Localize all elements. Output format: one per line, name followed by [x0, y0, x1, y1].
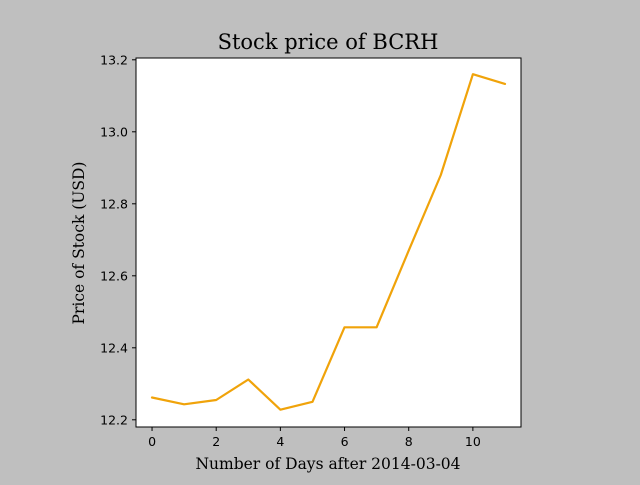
plot-area: [136, 58, 521, 427]
y-axis-label: Price of Stock (USD): [70, 162, 88, 325]
y-tick-label: 12.4: [100, 340, 128, 355]
x-tick-label: 6: [341, 434, 349, 449]
x-tick-label: 4: [276, 434, 284, 449]
series-layer: [150, 73, 507, 411]
x-tick-label: 8: [405, 434, 413, 449]
x-tick-label: 0: [148, 434, 156, 449]
ticks-layer: 0 2 4 6 8 10 12.2 12.4 12.6 12.8 13.0 13.2: [100, 52, 481, 449]
price-series-line: [150, 73, 507, 411]
x-tick-label: 2: [212, 434, 220, 449]
chart-title: Stock price of BCRH: [218, 30, 439, 54]
y-tick-label: 13.0: [100, 124, 128, 139]
y-tick-label: 12.6: [100, 268, 128, 283]
y-tick-label: 12.2: [100, 412, 128, 427]
x-axis-label: Number of Days after 2014-03-04: [195, 455, 460, 473]
x-tick-label: 10: [465, 434, 481, 449]
plot-frame: [135, 57, 522, 428]
y-tick-label: 12.8: [100, 196, 128, 211]
y-tick-label: 13.2: [100, 52, 128, 67]
